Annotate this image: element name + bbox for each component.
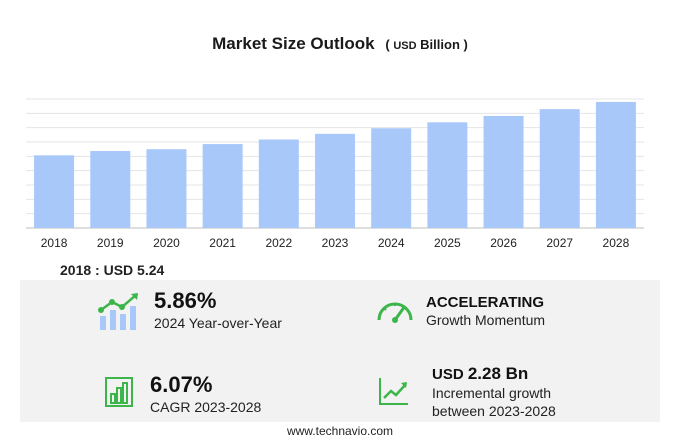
bar-2024 (371, 128, 412, 228)
incremental-amount: 2.28 Bn (467, 364, 529, 383)
line-growth-icon (379, 378, 408, 405)
bar-2020 (146, 149, 187, 228)
bar-2021 (202, 144, 243, 228)
stat-momentum: ACCELERATING Growth Momentum (426, 294, 545, 329)
stat-incremental: USD 2.28 Bn Incremental growth between 2… (432, 364, 556, 420)
footer-url: www.technavio.com (286, 424, 394, 438)
bar-2028 (595, 101, 636, 228)
chart-title: Market Size Outlook ( USD Billion ) (0, 34, 680, 54)
cagr-label: CAGR 2023-2028 (150, 399, 262, 415)
stat-cagr: 6.07% CAGR 2023-2028 (150, 372, 261, 416)
x-tick-label: 2024 (378, 236, 405, 250)
bar-2023 (315, 133, 355, 228)
yoy-label: 2024 Year-over-Year (154, 315, 282, 331)
incremental-value: USD 2.28 Bn (432, 364, 556, 384)
speedometer-icon (377, 302, 413, 323)
x-tick-label: 2023 (322, 236, 349, 250)
x-tick-label: 2020 (153, 236, 180, 250)
x-tick-label: 2022 (265, 236, 292, 250)
x-tick-label: 2026 (490, 236, 517, 250)
bar-2025 (427, 122, 468, 228)
bar-2026 (483, 115, 524, 228)
momentum-value: ACCELERATING (426, 294, 545, 311)
unit-prefix: USD (393, 40, 417, 52)
chart-title-text: Market Size Outlook (212, 34, 375, 53)
cagr-value: 6.07% (150, 372, 213, 397)
x-tick-label: 2025 (434, 236, 461, 250)
stats-panel: 5.86% 2024 Year-over-Year ACCELERATING G… (20, 280, 660, 422)
chart-unit: ( USD Billion ) (385, 37, 468, 52)
incremental-prefix: USD (432, 366, 464, 383)
x-tick-label: 2028 (603, 236, 630, 250)
stat-yoy: 5.86% 2024 Year-over-Year (154, 288, 282, 332)
incremental-label-2: between 2023-2028 (432, 403, 556, 419)
bar-trend-icon (98, 293, 138, 330)
bar-chart-icon (105, 377, 133, 407)
x-tick-label: 2019 (97, 236, 124, 250)
bar-chart: 2018 2019 2020 2021 2022 2023 2024 2025 2026 2027… (26, 98, 644, 250)
x-tick-label: 2027 (546, 236, 573, 250)
bar-2022 (258, 139, 299, 228)
x-tick-label: 2021 (209, 236, 236, 250)
bar-2019 (90, 151, 131, 228)
base-year-label: 2018 : USD 5.24 (60, 262, 165, 278)
unit-suffix: Billion (420, 37, 460, 52)
bar-2018 (34, 155, 75, 228)
yoy-value: 5.86% (154, 288, 217, 313)
x-tick-label: 2018 (41, 236, 68, 250)
bar-2027 (539, 109, 580, 228)
momentum-label: Growth Momentum (426, 312, 546, 328)
incremental-label-1: Incremental growth (432, 385, 552, 401)
